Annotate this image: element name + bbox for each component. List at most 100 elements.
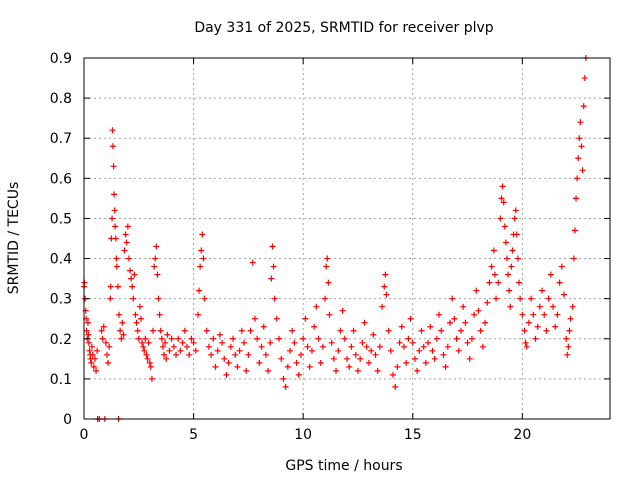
data-point — [578, 143, 585, 150]
data-point — [403, 359, 410, 366]
y-tick-label: 0 — [63, 412, 72, 428]
data-point — [109, 127, 116, 134]
data-point — [411, 355, 418, 362]
data-point — [278, 355, 285, 362]
data-point — [564, 351, 571, 358]
data-point — [302, 315, 309, 322]
data-point — [330, 355, 337, 362]
x-tick-label: 15 — [404, 427, 422, 443]
data-point — [453, 335, 460, 342]
data-point — [197, 263, 204, 270]
data-point — [464, 339, 471, 346]
data-point — [164, 331, 171, 338]
data-point — [407, 315, 414, 322]
data-point — [317, 359, 324, 366]
data-point — [547, 271, 554, 278]
data-point — [418, 327, 425, 334]
data-point — [324, 255, 331, 262]
x-axis-label: GPS time / hours — [285, 458, 402, 474]
data-point — [319, 343, 326, 350]
data-point — [129, 283, 136, 290]
data-point — [563, 335, 570, 342]
data-point — [287, 347, 294, 354]
data-point — [113, 263, 120, 270]
data-point — [552, 323, 559, 330]
data-point — [422, 359, 429, 366]
x-tick-label: 5 — [189, 427, 198, 443]
data-point — [493, 295, 500, 302]
data-point — [93, 367, 100, 374]
data-point — [210, 335, 217, 342]
data-point — [354, 367, 361, 374]
data-point — [90, 363, 97, 370]
data-point — [104, 351, 111, 358]
data-point — [107, 295, 114, 302]
y-tick-label: 0.8 — [50, 91, 72, 107]
data-point — [139, 339, 146, 346]
data-point — [308, 347, 315, 354]
data-point — [105, 359, 112, 366]
plot-frame — [83, 57, 611, 420]
data-point — [154, 271, 161, 278]
data-point — [313, 303, 320, 310]
data-point — [112, 235, 119, 242]
data-point — [99, 335, 106, 342]
data-point — [162, 339, 169, 346]
data-point — [156, 311, 163, 318]
data-point — [144, 355, 151, 362]
data-point — [100, 323, 107, 330]
data-point — [243, 367, 250, 374]
data-point — [497, 215, 504, 222]
data-point — [541, 311, 548, 318]
data-point — [131, 271, 138, 278]
data-point — [522, 339, 529, 346]
data-point — [425, 339, 432, 346]
data-point — [137, 315, 144, 322]
data-point — [482, 319, 489, 326]
data-point — [177, 347, 184, 354]
data-point — [184, 343, 191, 350]
data-point — [116, 311, 123, 318]
data-point — [173, 351, 180, 358]
data-point — [414, 367, 421, 374]
axis-ticks: 0 0.1 0.2 0.3 0.4 0.5 0.6 0.7 0.8 0.9 0 5 10 15 20 — [50, 51, 610, 443]
data-point — [368, 347, 375, 354]
data-point — [365, 359, 372, 366]
data-point — [198, 247, 205, 254]
data-point — [181, 327, 188, 334]
data-points — [81, 55, 589, 422]
data-point — [383, 291, 390, 298]
data-point — [528, 295, 535, 302]
data-point — [333, 367, 340, 374]
data-point — [315, 335, 322, 342]
data-point — [249, 259, 256, 266]
data-point — [576, 135, 583, 142]
data-point — [158, 335, 165, 342]
data-point — [297, 351, 304, 358]
data-point — [166, 347, 173, 354]
data-point — [192, 347, 199, 354]
data-point — [128, 275, 135, 282]
data-point — [151, 263, 158, 270]
data-point — [346, 363, 353, 370]
data-point — [216, 331, 223, 338]
data-point — [475, 307, 482, 314]
data-point — [370, 331, 377, 338]
data-point — [130, 295, 137, 302]
data-point — [212, 363, 219, 370]
data-point — [134, 327, 141, 334]
data-point — [88, 359, 95, 366]
data-point — [449, 295, 456, 302]
data-point — [565, 343, 572, 350]
data-point — [135, 335, 142, 342]
data-point — [490, 247, 497, 254]
data-point — [247, 327, 254, 334]
data-point — [539, 287, 546, 294]
data-point — [361, 319, 368, 326]
data-point — [240, 339, 247, 346]
data-point — [157, 327, 164, 334]
data-point — [153, 243, 160, 250]
data-point — [545, 295, 552, 302]
data-point — [84, 319, 91, 326]
data-point — [431, 355, 438, 362]
